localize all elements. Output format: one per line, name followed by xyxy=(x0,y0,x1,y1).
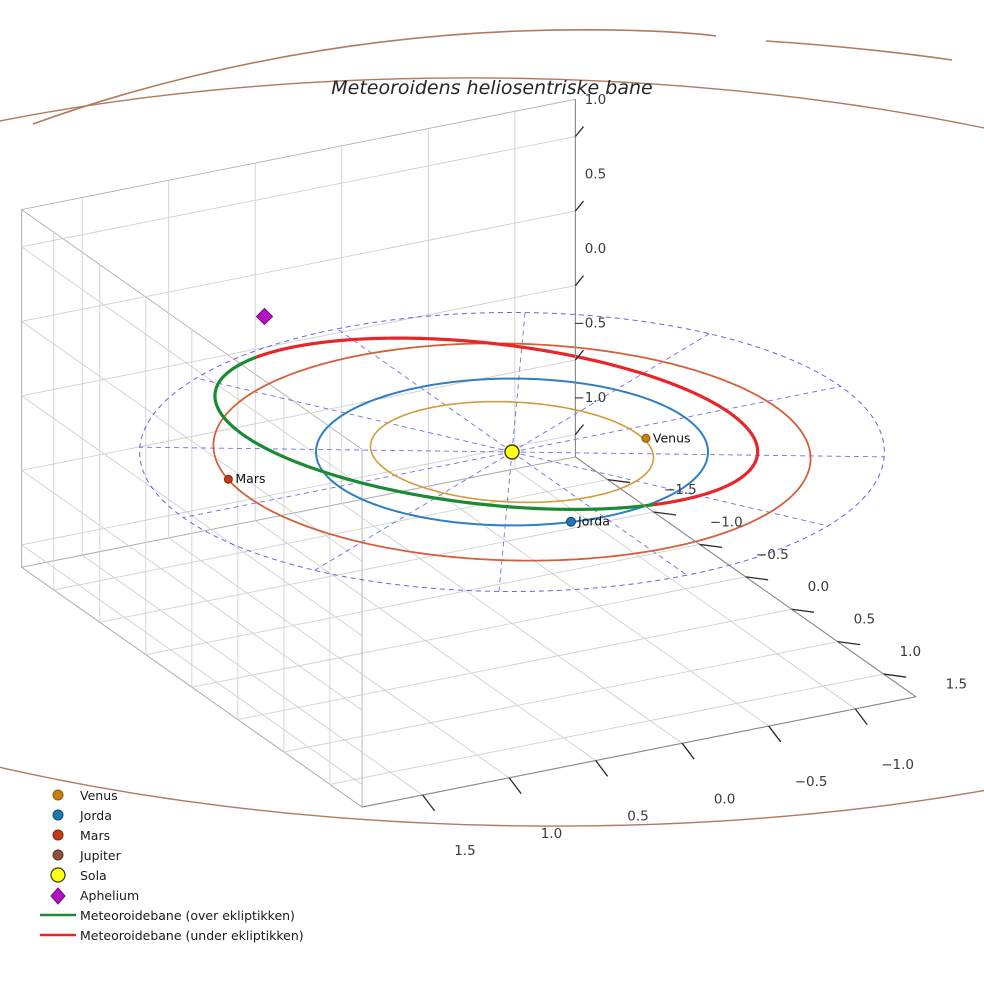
z-tick-label: 0.5 xyxy=(585,166,606,182)
legend-label: Mars xyxy=(80,828,110,843)
legend-label: Jupiter xyxy=(79,848,122,863)
legend-item-mars[interactable]: Mars xyxy=(52,828,110,843)
pane-gridlines xyxy=(21,111,884,796)
x-tick-label: 0.0 xyxy=(808,579,829,595)
legend-item-meteoroid-below[interactable]: Meteoroidebane (under ekliptikken) xyxy=(40,928,304,943)
orbit-venus xyxy=(369,400,655,504)
z-tick-label: −1.0 xyxy=(573,390,606,406)
legend-label: Aphelium xyxy=(80,888,139,903)
z-tick-label: 1.0 xyxy=(585,92,606,108)
jupiter-orbit-arc-right xyxy=(765,40,953,61)
polar-grid xyxy=(139,311,885,593)
legend-item-aphelium[interactable]: Aphelium xyxy=(50,887,139,905)
orbit-jorda xyxy=(314,377,710,527)
legend-item-sola[interactable]: Sola xyxy=(50,867,107,883)
orbit-jupiter xyxy=(0,77,984,827)
meteoroid-segment-below xyxy=(255,336,760,507)
meteoroid-segment-above xyxy=(213,355,566,511)
legend-label: Jorda xyxy=(79,808,112,823)
z-tick-label: 0.0 xyxy=(585,241,606,257)
page-title: Meteoroidens heliosentriske bane xyxy=(331,77,652,99)
body-markers xyxy=(223,307,651,527)
meteoroid-segment-above xyxy=(562,503,654,511)
annotation-jorda: Jorda xyxy=(577,514,610,529)
x-tick-label: 1.5 xyxy=(946,676,967,692)
x-tick-label: 0.5 xyxy=(854,612,875,628)
legend-label: Sola xyxy=(80,868,107,883)
legend-label: Meteoroidebane (under ekliptikken) xyxy=(80,928,304,943)
aphelion-diamond-icon xyxy=(50,887,66,905)
legend-item-meteoroid-above[interactable]: Meteoroidebane (over ekliptikken) xyxy=(40,908,295,923)
legend-label: Venus xyxy=(80,788,118,803)
sun-marker-icon xyxy=(50,867,66,883)
jorda-marker-icon xyxy=(52,809,64,821)
z-tick-label: −0.5 xyxy=(573,315,606,331)
y-tick-label: −1.0 xyxy=(881,757,914,773)
y-tick-label: 0.0 xyxy=(714,791,735,807)
axis-ticks xyxy=(361,99,917,812)
aphelion-marker xyxy=(255,307,274,326)
annotation-venus: Venus xyxy=(653,430,691,445)
y-tick-label: 1.5 xyxy=(454,843,475,859)
jupiter-orbit-arc xyxy=(32,29,953,125)
legend-item-jorda[interactable]: Jorda xyxy=(52,808,112,823)
legend-item-venus[interactable]: Venus xyxy=(52,788,118,803)
venus-marker-icon xyxy=(52,789,64,801)
x-tick-label: 1.0 xyxy=(900,644,921,660)
x-tick-label: −1.0 xyxy=(710,514,743,530)
annotation-mars: Mars xyxy=(235,471,265,486)
planet-orbits xyxy=(0,77,984,827)
legend-item-jupiter[interactable]: Jupiter xyxy=(52,848,122,863)
mars-marker xyxy=(223,474,233,484)
x-tick-label: −1.5 xyxy=(664,482,697,498)
y-tick-label: 1.0 xyxy=(541,826,562,842)
mars-marker-icon xyxy=(52,829,64,841)
jorda-marker xyxy=(566,516,577,527)
jupiter-marker-icon xyxy=(52,849,64,861)
venus-marker xyxy=(641,433,651,443)
orbit-mars xyxy=(212,342,812,562)
y-tick-label: −0.5 xyxy=(795,774,828,790)
meteoroid-orbit xyxy=(213,336,760,511)
y-tick-label: 0.5 xyxy=(627,809,648,825)
sun-marker xyxy=(504,444,520,460)
x-tick-label: −0.5 xyxy=(756,547,789,563)
legend-label: Meteoroidebane (over ekliptikken) xyxy=(80,908,295,923)
legend: Venus Jorda Mars Jupiter Sola Aphelium M… xyxy=(40,788,304,943)
